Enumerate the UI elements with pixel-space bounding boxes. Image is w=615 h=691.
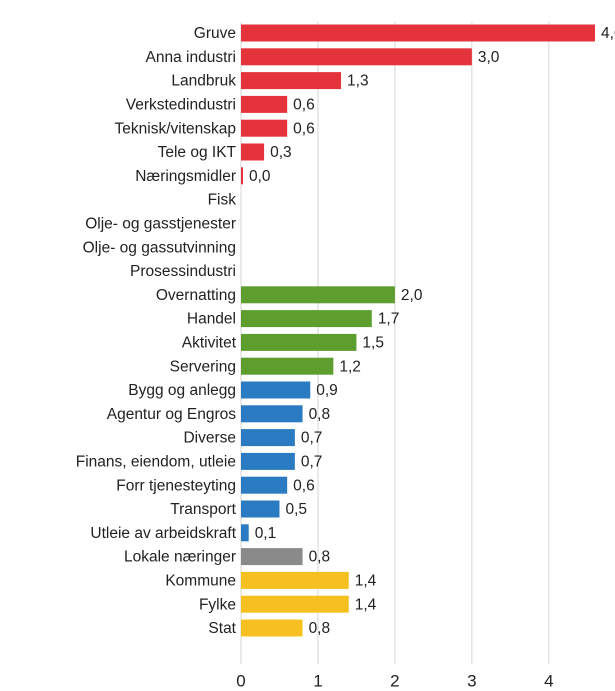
y-tick-label: Landbruk <box>171 73 236 90</box>
bar <box>241 24 595 42</box>
bar <box>241 500 280 518</box>
y-tick-label: Stat <box>208 620 236 637</box>
y-tick-label: Overnatting <box>156 287 236 304</box>
bar <box>241 167 243 185</box>
y-tick-label: Bygg og anlegg <box>128 382 236 399</box>
y-tick-label: Fisk <box>208 192 237 209</box>
x-tick-label: 3 <box>467 671 476 690</box>
value-label: 2,0 <box>401 287 423 304</box>
value-label: 0,3 <box>270 144 292 161</box>
value-label: 4,6 <box>601 25 615 42</box>
y-tick-label: Diverse <box>183 430 236 447</box>
bar <box>241 476 288 494</box>
y-tick-label: Anna industri <box>146 49 236 66</box>
y-tick-label: Prosessindustri <box>130 263 236 280</box>
y-tick-label: Forr tjenesteyting <box>116 477 236 494</box>
bar <box>241 571 349 589</box>
bar <box>241 619 303 637</box>
y-tick-label: Kommune <box>165 572 236 589</box>
bar <box>241 357 334 375</box>
y-tick-label: Aktivitet <box>182 334 237 351</box>
y-tick-label: Gruve <box>194 25 236 42</box>
value-label: 1,5 <box>362 334 384 351</box>
value-label: 0,9 <box>316 382 338 399</box>
value-label: 0,7 <box>301 453 323 470</box>
value-label: 0,6 <box>293 120 315 137</box>
y-tick-label: Teknisk/vitenskap <box>115 120 236 137</box>
y-tick-label: Transport <box>170 501 236 518</box>
x-tick-label: 2 <box>390 671 399 690</box>
bar <box>241 286 395 304</box>
y-tick-label: Olje- og gasstjenester <box>85 215 236 232</box>
value-label: 0,1 <box>255 525 277 542</box>
bar <box>241 119 288 137</box>
value-label: 1,4 <box>355 596 377 613</box>
bar <box>241 429 295 447</box>
bar <box>241 333 357 351</box>
bar <box>241 48 472 66</box>
y-tick-label: Tele og IKT <box>158 144 237 161</box>
value-label: 0,6 <box>293 477 315 494</box>
bar <box>241 72 342 90</box>
value-label: 1,2 <box>339 358 361 375</box>
y-tick-label: Verkstedindustri <box>126 96 236 113</box>
y-tick-label: Næringsmidler <box>135 168 236 185</box>
bar <box>241 143 265 161</box>
y-tick-label: Utleie av arbeidskraft <box>90 525 236 542</box>
bar <box>241 452 295 470</box>
y-tick-label: Handel <box>187 311 236 328</box>
value-label: 1,7 <box>378 311 400 328</box>
x-tick-label: 0 <box>236 671 245 690</box>
y-tick-label: Lokale næringer <box>124 549 236 566</box>
value-label: 0,0 <box>249 168 271 185</box>
bar <box>241 405 303 423</box>
value-label: 3,0 <box>478 49 500 66</box>
value-label: 0,6 <box>293 96 315 113</box>
bar <box>241 310 372 328</box>
value-label: 0,8 <box>309 406 331 423</box>
y-tick-label: Servering <box>170 358 236 375</box>
y-tick-label: Agentur og Engros <box>107 406 237 423</box>
value-label: 0,7 <box>301 430 323 447</box>
value-label: 1,4 <box>355 572 377 589</box>
bar <box>241 95 288 113</box>
bar <box>241 548 303 566</box>
value-label: 1,3 <box>347 73 369 90</box>
bar <box>241 595 349 613</box>
x-tick-label: 4 <box>544 671 553 690</box>
bar <box>241 381 311 399</box>
value-label: 0,8 <box>309 620 331 637</box>
x-tick-label: 1 <box>313 671 322 690</box>
value-label: 0,8 <box>309 549 331 566</box>
y-tick-label: Fylke <box>199 596 236 613</box>
bar <box>241 524 249 542</box>
y-tick-label: Olje- og gassutvinning <box>83 239 236 256</box>
y-tick-label: Finans, eiendom, utleie <box>76 453 236 470</box>
value-label: 0,5 <box>285 501 307 518</box>
